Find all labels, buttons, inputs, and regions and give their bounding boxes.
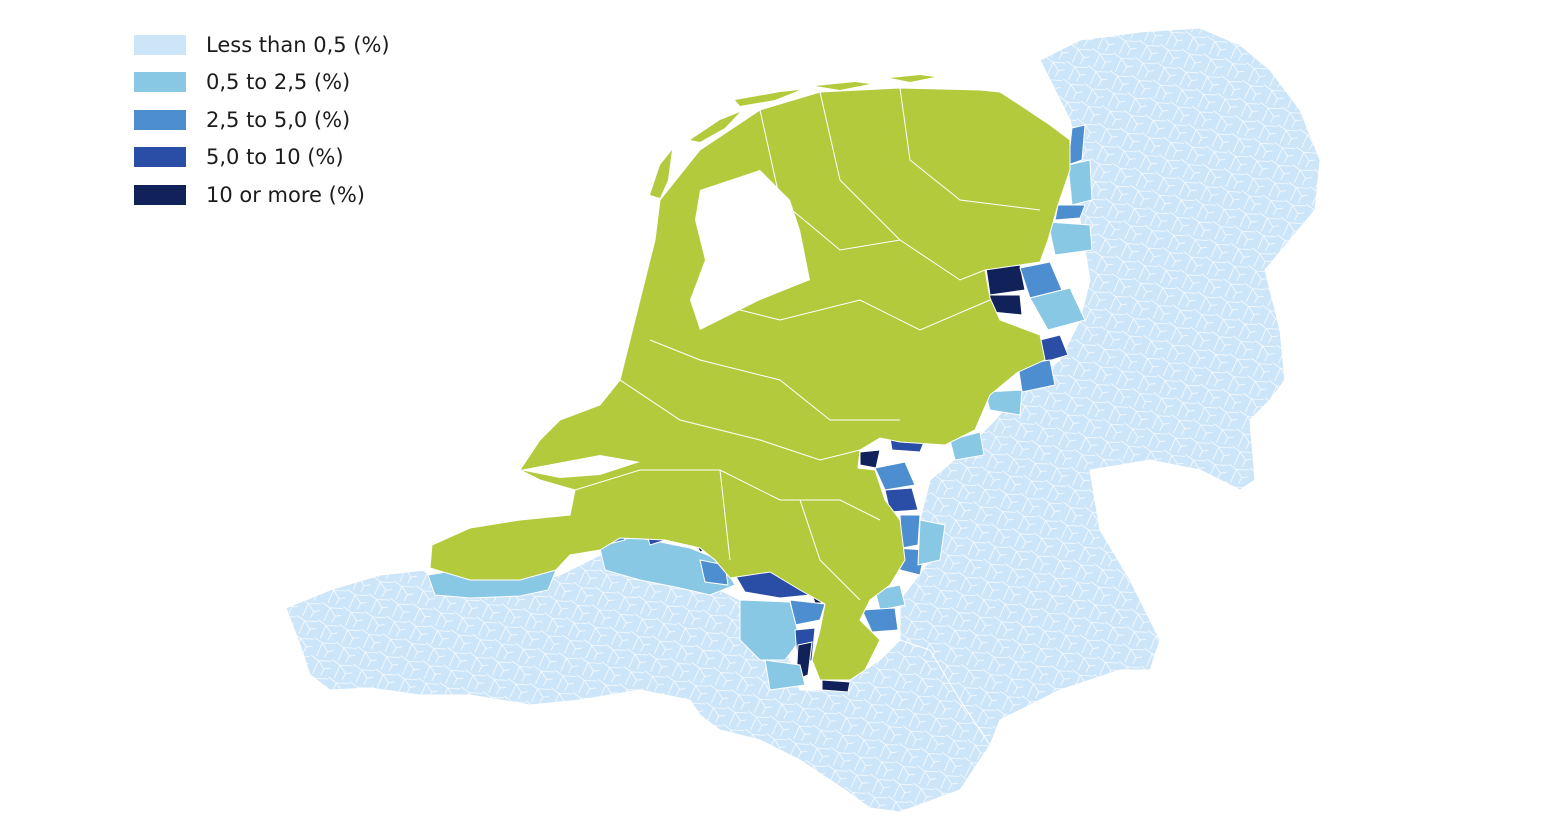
estuary-2 <box>440 500 570 520</box>
legend-swatch <box>134 34 186 55</box>
municipality-de-3 <box>1054 204 1086 221</box>
legend-label: 5,0 to 10 (%) <box>206 145 344 170</box>
legend-label: 10 or more (%) <box>206 182 365 207</box>
legend-label: 0,5 to 2,5 (%) <box>206 70 351 95</box>
municipality-be-10 <box>739 599 801 661</box>
island-3 <box>735 90 800 106</box>
legend-swatch <box>134 72 186 93</box>
municipality-de-19 <box>917 519 946 566</box>
wadden-islands <box>650 75 935 198</box>
map-legend: Less than 0,5 (%) 0,5 to 2,5 (%) 2,5 to … <box>134 26 390 214</box>
municipality-de-15 <box>874 461 916 491</box>
legend-swatch <box>134 184 186 205</box>
legend-label: 2,5 to 5,0 (%) <box>206 107 351 132</box>
legend-item-0-5-to-2-5: 0,5 to 2,5 (%) <box>134 64 390 102</box>
legend-swatch <box>134 109 186 130</box>
municipality-de-14 <box>859 449 881 469</box>
germany-border-municipalities <box>845 124 1093 633</box>
legend-item-less-than-0-5: Less than 0,5 (%) <box>134 26 390 64</box>
island-4 <box>815 82 870 90</box>
municipality-de-8 <box>1029 287 1086 331</box>
legend-swatch <box>134 147 186 168</box>
municipality-de-12 <box>949 431 985 461</box>
island-1 <box>650 150 672 198</box>
municipality-be-14 <box>821 679 851 693</box>
municipality-de-1 <box>1067 124 1086 166</box>
estuary-1 <box>520 455 640 478</box>
island-5 <box>890 75 935 82</box>
municipality-de-21 <box>861 607 899 633</box>
legend-item-10-or-more: 10 or more (%) <box>134 176 390 214</box>
netherlands-region <box>429 87 1071 681</box>
legend-item-5-0-to-10: 5,0 to 10 (%) <box>134 139 390 177</box>
lake-ijsselmeer <box>690 170 810 330</box>
legend-label: Less than 0,5 (%) <box>206 32 390 57</box>
municipality-de-2 <box>1067 159 1093 206</box>
municipality-de-11 <box>984 389 1023 416</box>
legend-item-2-5-to-5-0: 2,5 to 5,0 (%) <box>134 101 390 139</box>
island-2 <box>690 112 740 142</box>
municipality-be-2 <box>597 537 736 596</box>
netherlands-fill <box>430 88 1070 680</box>
water-bodies <box>440 170 810 520</box>
municipality-de-4 <box>1047 221 1093 256</box>
municipality-be-13 <box>764 659 806 691</box>
